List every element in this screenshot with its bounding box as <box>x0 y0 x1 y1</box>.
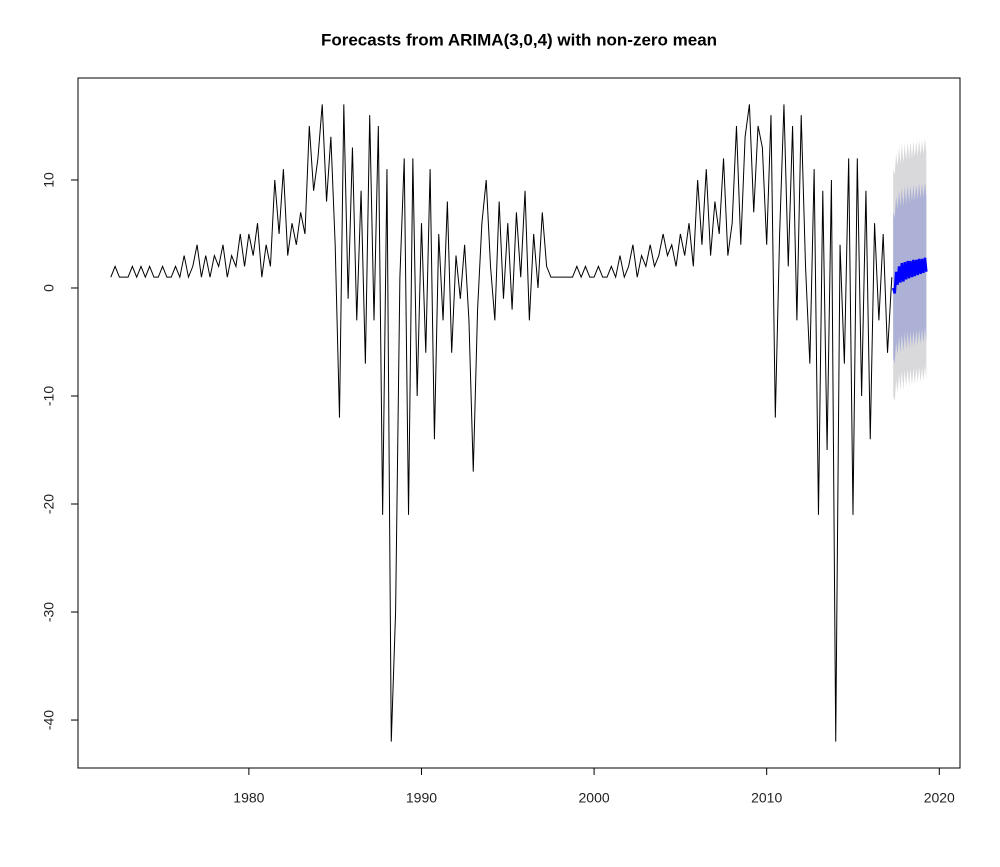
forecast-mean <box>891 257 928 294</box>
plot-frame <box>77 77 961 769</box>
x-tick-label: 1980 <box>233 790 264 806</box>
chart-title: Forecasts from ARIMA(3,0,4) with non-zer… <box>321 30 717 49</box>
x-tick-label: 2020 <box>924 790 955 806</box>
x-tick-label: 2000 <box>579 790 610 806</box>
y-tick-label: -30 <box>41 602 57 622</box>
y-tick-label: -40 <box>41 710 57 730</box>
x-tick-label: 2010 <box>751 790 782 806</box>
series-line <box>110 104 893 742</box>
x-tick-label: 1990 <box>406 790 437 806</box>
y-tick-label: 0 <box>41 284 57 292</box>
y-tick-label: -20 <box>41 494 57 514</box>
y-tick-label: -10 <box>41 386 57 406</box>
y-tick-label: 10 <box>41 172 57 188</box>
